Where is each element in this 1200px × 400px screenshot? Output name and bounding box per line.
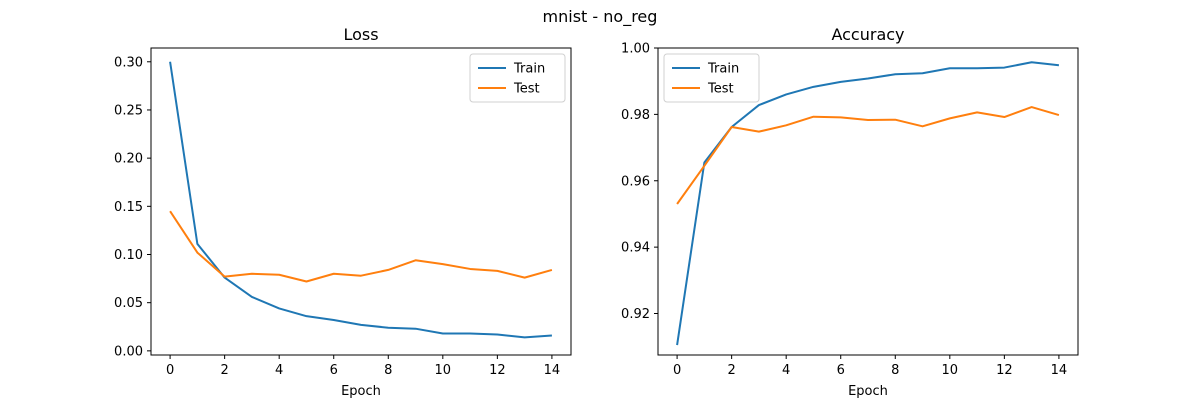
figure-suptitle: mnist - no_reg [543, 7, 658, 27]
loss-xtick-label: 14 [544, 363, 561, 378]
loss-legend-label-train: Train [513, 62, 545, 77]
accuracy-train-line [676, 61, 1060, 346]
loss-ytick-label: 0.20 [114, 152, 143, 167]
accuracy-xtick-label: 8 [891, 363, 899, 378]
loss-ytick-label: 0.30 [114, 55, 143, 70]
accuracy-xtick-label: 2 [727, 363, 735, 378]
loss-legend: Train Test [469, 53, 566, 103]
loss-xtick-label: 2 [220, 363, 228, 378]
loss-xtick-label: 6 [330, 363, 338, 378]
loss-test-line [169, 210, 553, 283]
loss-ytick-label: 0.25 [114, 103, 143, 118]
accuracy-chart: Accuracy 0 2 4 6 8 10 12 14 0.92 0.94 0.96 0.98 1.00 E… [621, 25, 1079, 399]
accuracy-legend: Train Test [663, 53, 760, 103]
loss-chart: Loss 0 2 4 6 8 10 12 14 0.00 0.05 0.10 0.15 0.20 0.25 0… [114, 25, 572, 399]
loss-legend-box [469, 53, 566, 103]
accuracy-legend-label-train: Train [707, 62, 739, 77]
loss-ytick-label: 0.15 [114, 200, 143, 215]
loss-chart-title: Loss [343, 25, 378, 44]
loss-legend-label-test: Test [513, 82, 540, 97]
loss-xtick-label: 8 [384, 363, 392, 378]
loss-xtick-label: 4 [275, 363, 283, 378]
accuracy-xtick-label: 0 [673, 363, 681, 378]
accuracy-ytick-label: 1.00 [621, 42, 650, 57]
loss-axes-frame [150, 47, 572, 356]
accuracy-test-line [676, 106, 1060, 205]
accuracy-ytick-label: 0.92 [621, 307, 650, 322]
accuracy-xtick-label: 10 [942, 363, 959, 378]
accuracy-axes-frame [657, 47, 1079, 356]
loss-ytick-label: 0.00 [114, 344, 143, 359]
loss-ytick-label: 0.05 [114, 296, 143, 311]
accuracy-xtick-label: 12 [996, 363, 1013, 378]
accuracy-xtick-label: 6 [837, 363, 845, 378]
accuracy-chart-title: Accuracy [831, 25, 904, 44]
loss-ytick-label: 0.10 [114, 248, 143, 263]
accuracy-ytick-label: 0.96 [621, 174, 650, 189]
accuracy-legend-label-test: Test [707, 82, 734, 97]
accuracy-legend-box [663, 53, 760, 103]
loss-xtick-label: 12 [489, 363, 506, 378]
loss-xlabel: Epoch [341, 384, 381, 399]
accuracy-ytick-label: 0.98 [621, 108, 650, 123]
accuracy-xtick-label: 14 [1051, 363, 1068, 378]
accuracy-xlabel: Epoch [848, 384, 888, 399]
accuracy-xtick-label: 4 [782, 363, 790, 378]
loss-xtick-label: 0 [166, 363, 174, 378]
loss-train-line [169, 61, 552, 339]
accuracy-ytick-label: 0.94 [621, 241, 650, 256]
loss-xtick-label: 10 [435, 363, 452, 378]
